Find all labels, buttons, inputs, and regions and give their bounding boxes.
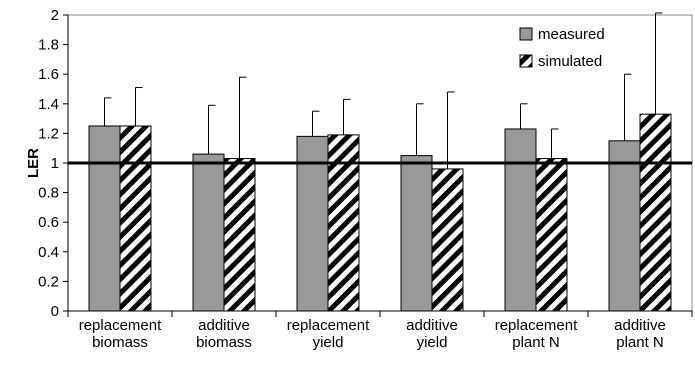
x-category-label: replacement [79,317,162,334]
x-category-label: additive [198,317,250,334]
y-tick-label: 0 [51,303,59,320]
bar-simulated [535,158,568,312]
x-category-label: yield [417,334,448,351]
x-category-label: additive [406,317,458,334]
bar-measured [88,125,121,312]
y-tick-label: 0.6 [38,214,59,231]
bars-layer [88,113,672,312]
bar-measured [192,153,225,312]
legend: measured simulated [519,26,605,70]
bar-measured [608,140,641,312]
y-tick-label: 0.8 [38,185,59,202]
y-tick-label: 0.4 [38,244,59,261]
legend-swatch-simulated [519,54,533,68]
y-tick-label: 1.4 [38,96,59,113]
bar-measured [504,128,537,312]
legend-label-measured: measured [538,26,605,43]
error-bars-layer [104,12,663,169]
y-tick-label: 1.6 [38,66,59,83]
x-category-label: biomass [196,334,252,351]
bar-simulated [327,134,360,312]
y-tick-label: 0.2 [38,273,59,290]
x-category-label: plant N [512,334,560,351]
bar-simulated [223,158,256,312]
x-category-label: yield [313,334,344,351]
bar-simulated [639,113,672,312]
bar-measured [400,155,433,312]
x-category-label: plant N [616,334,664,351]
x-category-label: replacement [495,317,578,334]
x-category-label: additive [614,317,666,334]
x-category-label: replacement [287,317,370,334]
y-tick-label: 2 [51,7,59,24]
y-tick-label: 1.2 [38,125,59,142]
x-category-label: biomass [92,334,148,351]
bar-simulated [431,168,464,312]
y-tick-label: 1 [51,155,59,172]
y-tick-label: 1.8 [38,37,59,54]
legend-swatch-measured [519,27,533,41]
bar-simulated [119,125,152,312]
legend-label-simulated: simulated [538,53,602,70]
axes-layer: 00.20.40.60.811.21.41.61.82replacementbi… [38,7,693,351]
y-axis-title: LER [25,148,42,178]
